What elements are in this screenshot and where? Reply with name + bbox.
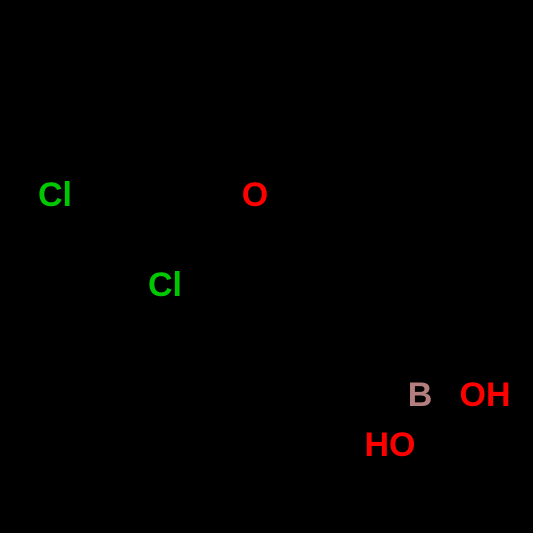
atom-cl2: Cl xyxy=(148,266,182,304)
atom-oh1: OH xyxy=(460,376,511,414)
atom-cl1: Cl xyxy=(38,176,72,214)
molecule-diagram: Cl O Cl B OH HO xyxy=(0,0,533,533)
atom-o1: O xyxy=(242,176,268,214)
atom-b1: B xyxy=(408,376,433,414)
atom-ho1: HO xyxy=(365,426,416,464)
